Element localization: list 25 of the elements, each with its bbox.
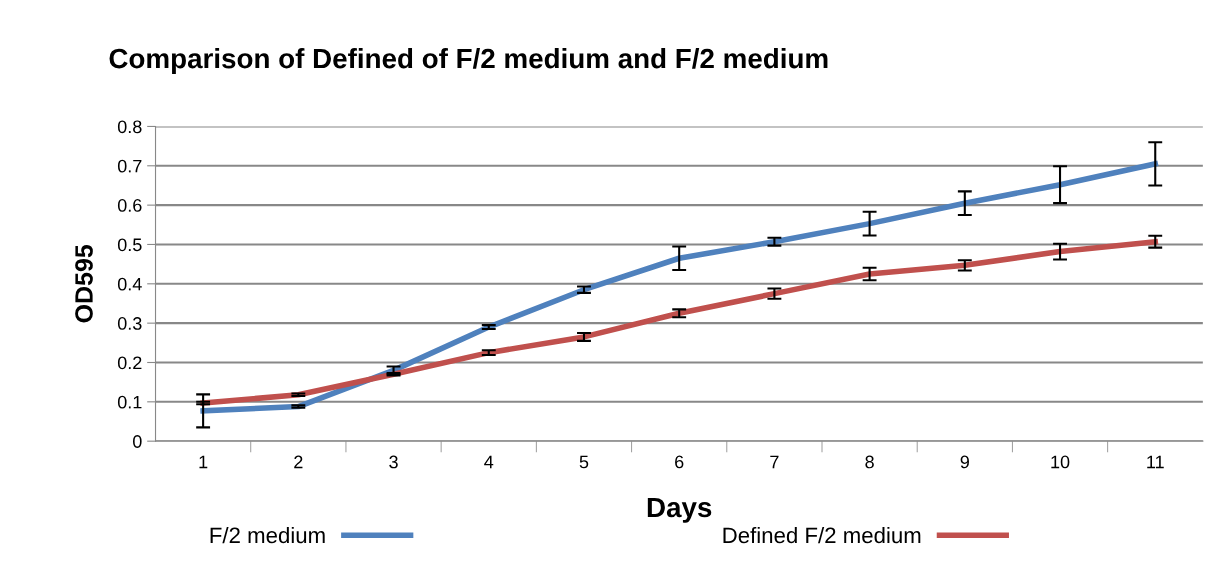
y-tick-label: 0.6 (117, 199, 142, 212)
x-tick-label: 10 (1051, 455, 1070, 469)
legend-label: F/2 medium (210, 526, 325, 544)
x-tick-label: 5 (579, 455, 589, 469)
x-tick-label: 3 (389, 455, 398, 469)
y-tick-label: 0.5 (117, 238, 142, 252)
y-tick-label: 0.2 (117, 356, 142, 370)
y-tick-label: 0.8 (117, 120, 142, 134)
x-tick-label: 4 (484, 455, 494, 469)
chart-title: Comparison of Defined of F/2 medium and F/2 medium (109, 47, 828, 74)
x-axis-title: Days (647, 497, 712, 523)
x-tick-label: 9 (960, 455, 969, 469)
y-tick-label: 0.1 (117, 395, 142, 409)
x-tick-label: 11 (1147, 455, 1164, 469)
y-axis-title: OD595 (75, 244, 93, 323)
x-tick-label: 8 (865, 455, 874, 469)
legend-label: Defined F/2 medium (723, 526, 921, 544)
x-tick-label: 7 (770, 455, 779, 469)
x-tick-label: 2 (294, 455, 303, 469)
y-tick-label: 0.3 (117, 317, 142, 330)
x-tick-label: 1 (199, 455, 208, 469)
x-tick-label: 6 (675, 455, 684, 469)
y-tick-label: 0 (132, 435, 142, 448)
y-tick-label: 0.7 (117, 159, 142, 173)
y-tick-label: 0.4 (117, 277, 142, 291)
